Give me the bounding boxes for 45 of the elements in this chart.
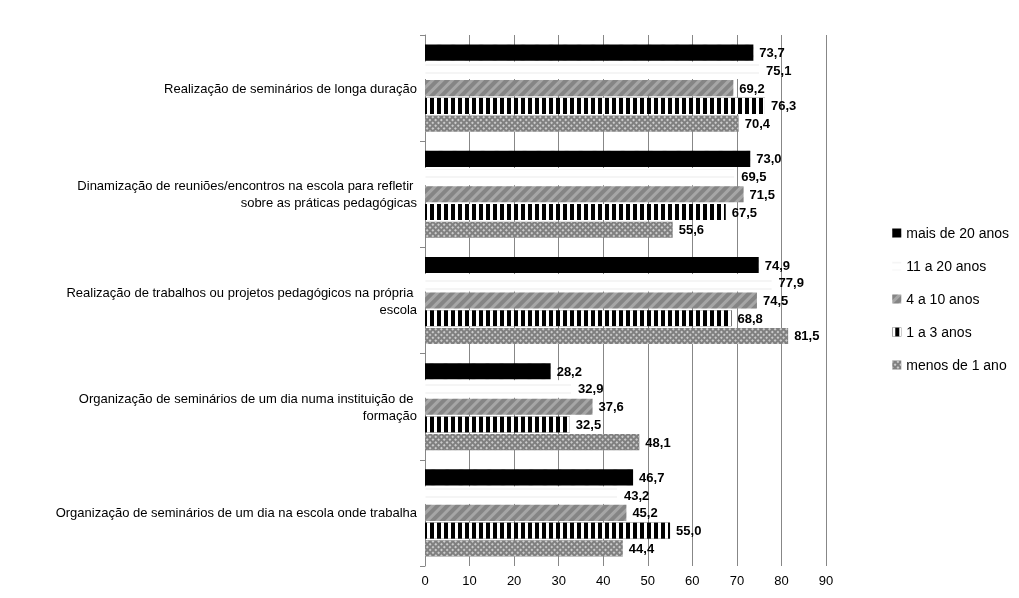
legend-label: 4 a 10 anos xyxy=(906,291,980,307)
y-tick-label: Dinamização de reuniões/encontros na escola para refletir sobre as práticas pedagógicas xyxy=(77,178,418,211)
data-label: 74,9 xyxy=(764,257,791,273)
data-label: 81,5 xyxy=(794,328,820,344)
data-label: 75,1 xyxy=(766,62,792,78)
data-label: 67,5 xyxy=(731,204,758,220)
data-label: 46,7 xyxy=(639,469,665,485)
data-label: 48,1 xyxy=(645,434,671,450)
data-label: 74,5 xyxy=(762,293,789,308)
x-tick-label: 70 xyxy=(729,573,745,588)
text: 11 a 20 anos xyxy=(906,258,987,274)
data-label: 76,3 xyxy=(770,98,797,114)
x-tick-label: 40 xyxy=(595,573,611,588)
data-label: 32,9 xyxy=(578,381,604,397)
legend-label: 1 a 3 anos xyxy=(906,324,972,340)
x-tick-label: 10 xyxy=(462,573,477,588)
data-label: 37,6 xyxy=(598,399,624,415)
x-tick-label: 90 xyxy=(818,573,834,588)
data-label: 45,2 xyxy=(632,505,658,521)
data-label: 77,9 xyxy=(778,275,804,291)
data-label: 55,6 xyxy=(678,222,705,238)
y-tick-label: Organização de seminários de um dia na escola onde trabalha xyxy=(55,505,418,521)
data-label: 32,5 xyxy=(575,416,602,432)
data-label: 55,0 xyxy=(676,523,702,539)
x-tick-label: 30 xyxy=(551,573,566,588)
data-label: 28,2 xyxy=(556,363,582,379)
y-tick-label: Realização de seminários de longa duração xyxy=(164,80,417,96)
data-label: 71,5 xyxy=(749,186,775,202)
x-tick-label: 80 xyxy=(774,573,789,588)
data-label: 73,7 xyxy=(759,45,785,61)
data-label: 73,0 xyxy=(756,151,782,167)
x-tick-label: 50 xyxy=(640,573,656,588)
x-tick-label: 0 xyxy=(421,573,429,588)
data-label: 43,2 xyxy=(623,487,650,503)
data-label: 69,5 xyxy=(741,169,767,185)
legend-label: mais de 20 anos xyxy=(906,225,1009,241)
x-tick-label: 60 xyxy=(685,573,700,588)
data-label: 70,4 xyxy=(744,116,771,132)
y-tick-label: Realização de trabalhos ou projetos pedagógicos na própria escola xyxy=(66,284,418,317)
x-tick-label: 20 xyxy=(506,573,522,588)
data-label: 44,4 xyxy=(628,540,655,556)
legend-label: menos de 1 ano xyxy=(906,357,1007,373)
data-label: 69,2 xyxy=(739,80,765,96)
y-tick-label: Organização de seminários de um dia numa instituição de formação xyxy=(78,390,417,423)
data-label: 68,8 xyxy=(737,310,763,326)
